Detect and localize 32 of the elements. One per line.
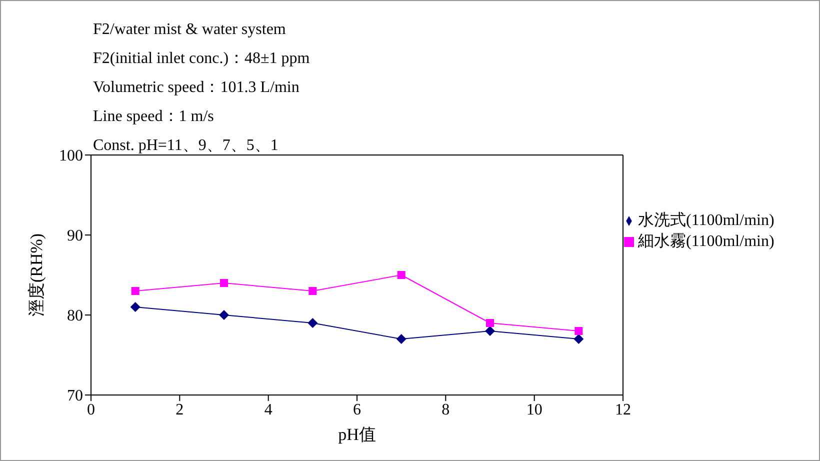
point	[308, 287, 317, 295]
point	[220, 279, 228, 287]
point	[574, 327, 583, 335]
x-tick-label: 0	[87, 401, 95, 418]
text: Volumetric speed：101.3 L/min	[93, 78, 300, 98]
text: F2/water mist & water system	[93, 20, 287, 40]
point	[308, 318, 318, 328]
legend-label: 水洗式(1100ml/min)	[638, 212, 774, 228]
x-axis-title: pH值	[338, 425, 376, 444]
y-tick-label: 90	[67, 228, 83, 245]
point	[397, 271, 406, 279]
text: F2(initial inlet conc.)：48±1 ppm	[93, 49, 310, 69]
legend-label: 細水霧(1100ml/min)	[638, 232, 774, 250]
y-tick-label: 100	[59, 148, 83, 165]
point	[574, 334, 584, 344]
point	[130, 302, 140, 312]
x-tick-label: 2	[176, 401, 184, 418]
x-tick-label: 10	[526, 401, 542, 418]
y-axis-title: 溼度(RH%)	[27, 233, 46, 317]
x-tick-label: 6	[353, 401, 361, 418]
x-tick-label: 8	[442, 401, 450, 418]
point	[131, 287, 140, 295]
x-tick-label: 12	[615, 401, 631, 418]
text: Const. pH=11、9、7、5、1	[93, 136, 280, 156]
y-tick-label: 80	[67, 308, 83, 325]
point	[396, 334, 406, 344]
point	[219, 310, 229, 320]
y-tick-label: 70	[67, 388, 83, 405]
text: Line speed：1 m/s	[93, 107, 215, 127]
point	[486, 319, 494, 327]
point	[485, 326, 495, 336]
x-tick-label: 4	[264, 401, 272, 418]
